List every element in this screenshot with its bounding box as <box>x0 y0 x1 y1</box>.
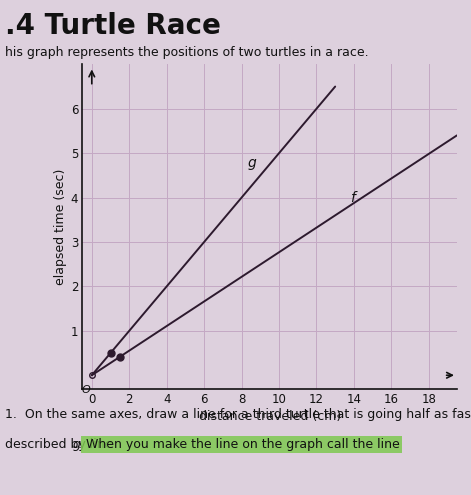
Text: g: g <box>247 155 256 169</box>
X-axis label: distance traveled (cm): distance traveled (cm) <box>198 410 341 423</box>
Text: .4 Turtle Race: .4 Turtle Race <box>5 12 220 41</box>
Text: When you make the line on the graph call the line: When you make the line on the graph call… <box>82 438 400 451</box>
Text: 1.  On the same axes, draw a line for a third turtle that is going half as fast : 1. On the same axes, draw a line for a t… <box>5 408 471 421</box>
Text: .: . <box>78 438 81 451</box>
Text: his graph represents the positions of two turtles in a race.: his graph represents the positions of tw… <box>5 46 368 58</box>
Text: O: O <box>82 385 90 395</box>
Text: f: f <box>350 191 355 205</box>
Text: described by line: described by line <box>5 438 116 451</box>
Y-axis label: elapsed time (sec): elapsed time (sec) <box>54 168 66 285</box>
Text: g: g <box>73 438 81 451</box>
